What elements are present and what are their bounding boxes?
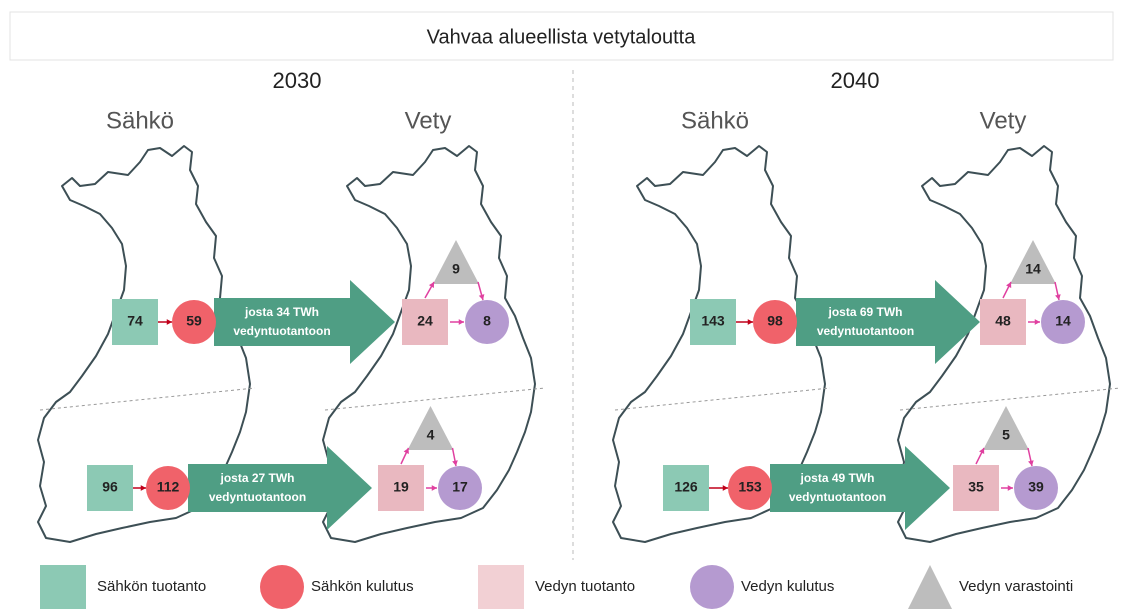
title-box xyxy=(9,11,1114,61)
arrow-text: vedyntuotantoon xyxy=(209,490,306,504)
value: 143 xyxy=(701,313,725,329)
value: 35 xyxy=(968,479,984,495)
year: 2030 xyxy=(273,68,322,93)
electricity-production xyxy=(663,465,709,511)
value: 8 xyxy=(483,313,491,329)
hydrogen-storage xyxy=(1010,240,1056,284)
legend-swatch xyxy=(908,565,952,609)
region-dividers xyxy=(39,387,1121,411)
legend-label: Sähkön kulutus xyxy=(311,578,414,595)
column-label: Vety xyxy=(405,107,452,134)
flow-arrow xyxy=(214,280,395,364)
arrow-head xyxy=(722,485,728,491)
legend-label: Vedyn varastointi xyxy=(959,578,1073,595)
hydrogen-production xyxy=(980,299,1026,345)
arrow-head xyxy=(747,319,753,325)
hydrogen-consumption xyxy=(465,300,509,344)
arrow-head xyxy=(1034,319,1040,325)
hydrogen-consumption xyxy=(1014,466,1058,510)
arrow-head xyxy=(478,294,485,300)
value: 112 xyxy=(157,479,180,495)
arrow-text: josta 69 TWh xyxy=(827,305,902,319)
value: 4 xyxy=(427,427,435,443)
arrow-head xyxy=(979,448,985,454)
arrow-head xyxy=(428,282,434,288)
value: 9 xyxy=(452,261,460,277)
hydrogen-production xyxy=(402,299,448,345)
value: 39 xyxy=(1028,479,1044,495)
value: 98 xyxy=(767,313,783,329)
value: 96 xyxy=(102,479,118,495)
hydrogen-consumption xyxy=(438,466,482,510)
column-label: Vety xyxy=(980,107,1027,134)
hydrogen-production xyxy=(953,465,999,511)
legend-swatch xyxy=(478,565,524,609)
legend-label: Vedyn tuotanto xyxy=(535,578,635,595)
hydrogen-consumption xyxy=(1041,300,1085,344)
title: Vahvaa alueellista vetytaloutta xyxy=(427,26,697,48)
value: 153 xyxy=(738,479,762,495)
electricity-consumption xyxy=(753,300,797,344)
arrow-head xyxy=(140,485,146,491)
arrow-head xyxy=(166,319,172,325)
arrow-head xyxy=(1007,485,1013,491)
value: 24 xyxy=(417,313,433,329)
legend-swatch xyxy=(260,565,304,609)
arrow-text: vedyntuotantoon xyxy=(789,490,886,504)
electricity-consumption xyxy=(146,466,190,510)
value: 17 xyxy=(452,479,468,495)
electricity-production xyxy=(112,299,158,345)
year: 2040 xyxy=(831,68,880,93)
arrow-head xyxy=(1006,282,1012,288)
arrow-head xyxy=(1055,294,1061,300)
value: 5 xyxy=(1002,427,1010,443)
column-label: Sähkö xyxy=(106,107,174,134)
hydrogen-storage xyxy=(983,406,1029,450)
electricity-production xyxy=(87,465,133,511)
arrow-text: vedyntuotantoon xyxy=(817,324,914,338)
hydrogen-production xyxy=(378,465,424,511)
value: 14 xyxy=(1025,261,1041,277)
arrow-head xyxy=(1028,460,1034,466)
value: 14 xyxy=(1055,313,1071,329)
value: 126 xyxy=(674,479,698,495)
electricity-production xyxy=(690,299,736,345)
electricity-consumption xyxy=(172,300,216,344)
arrow-text: josta 27 TWh xyxy=(219,471,294,485)
column-label: Sähkö xyxy=(681,107,749,134)
value: 48 xyxy=(995,313,1011,329)
arrow-head xyxy=(452,460,458,466)
value: 74 xyxy=(127,313,143,329)
arrow-head xyxy=(431,485,437,491)
legend-label: Vedyn kulutus xyxy=(741,578,834,595)
value: 59 xyxy=(186,313,202,329)
flow-arrow xyxy=(770,446,950,530)
arrow-text: josta 49 TWh xyxy=(799,471,874,485)
value: 19 xyxy=(393,479,409,495)
arrow-head xyxy=(458,319,464,325)
legend-swatch xyxy=(690,565,734,609)
arrow-head xyxy=(403,448,409,454)
hydrogen-storage xyxy=(433,240,479,284)
electricity-consumption xyxy=(728,466,772,510)
legend-label: Sähkön tuotanto xyxy=(97,578,206,595)
legend-swatch xyxy=(40,565,86,609)
hydrogen-storage xyxy=(407,406,454,450)
arrow-text: josta 34 TWh xyxy=(244,305,319,319)
flow-arrow xyxy=(796,280,980,364)
arrow-text: vedyntuotantoon xyxy=(233,324,330,338)
flow-arrow xyxy=(188,446,372,530)
